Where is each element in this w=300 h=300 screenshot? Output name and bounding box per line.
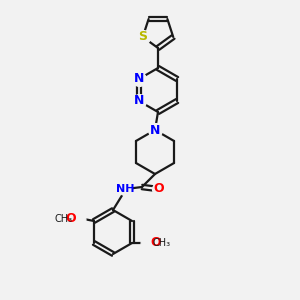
Text: O: O bbox=[150, 236, 161, 250]
Text: CH₃: CH₃ bbox=[55, 214, 73, 224]
Text: CH₃: CH₃ bbox=[153, 238, 171, 248]
Text: N: N bbox=[134, 94, 144, 107]
Text: NH: NH bbox=[116, 184, 134, 194]
Text: N: N bbox=[150, 124, 160, 136]
Text: O: O bbox=[154, 182, 164, 196]
Text: S: S bbox=[138, 30, 147, 44]
Text: N: N bbox=[134, 73, 144, 85]
Text: O: O bbox=[65, 212, 76, 226]
